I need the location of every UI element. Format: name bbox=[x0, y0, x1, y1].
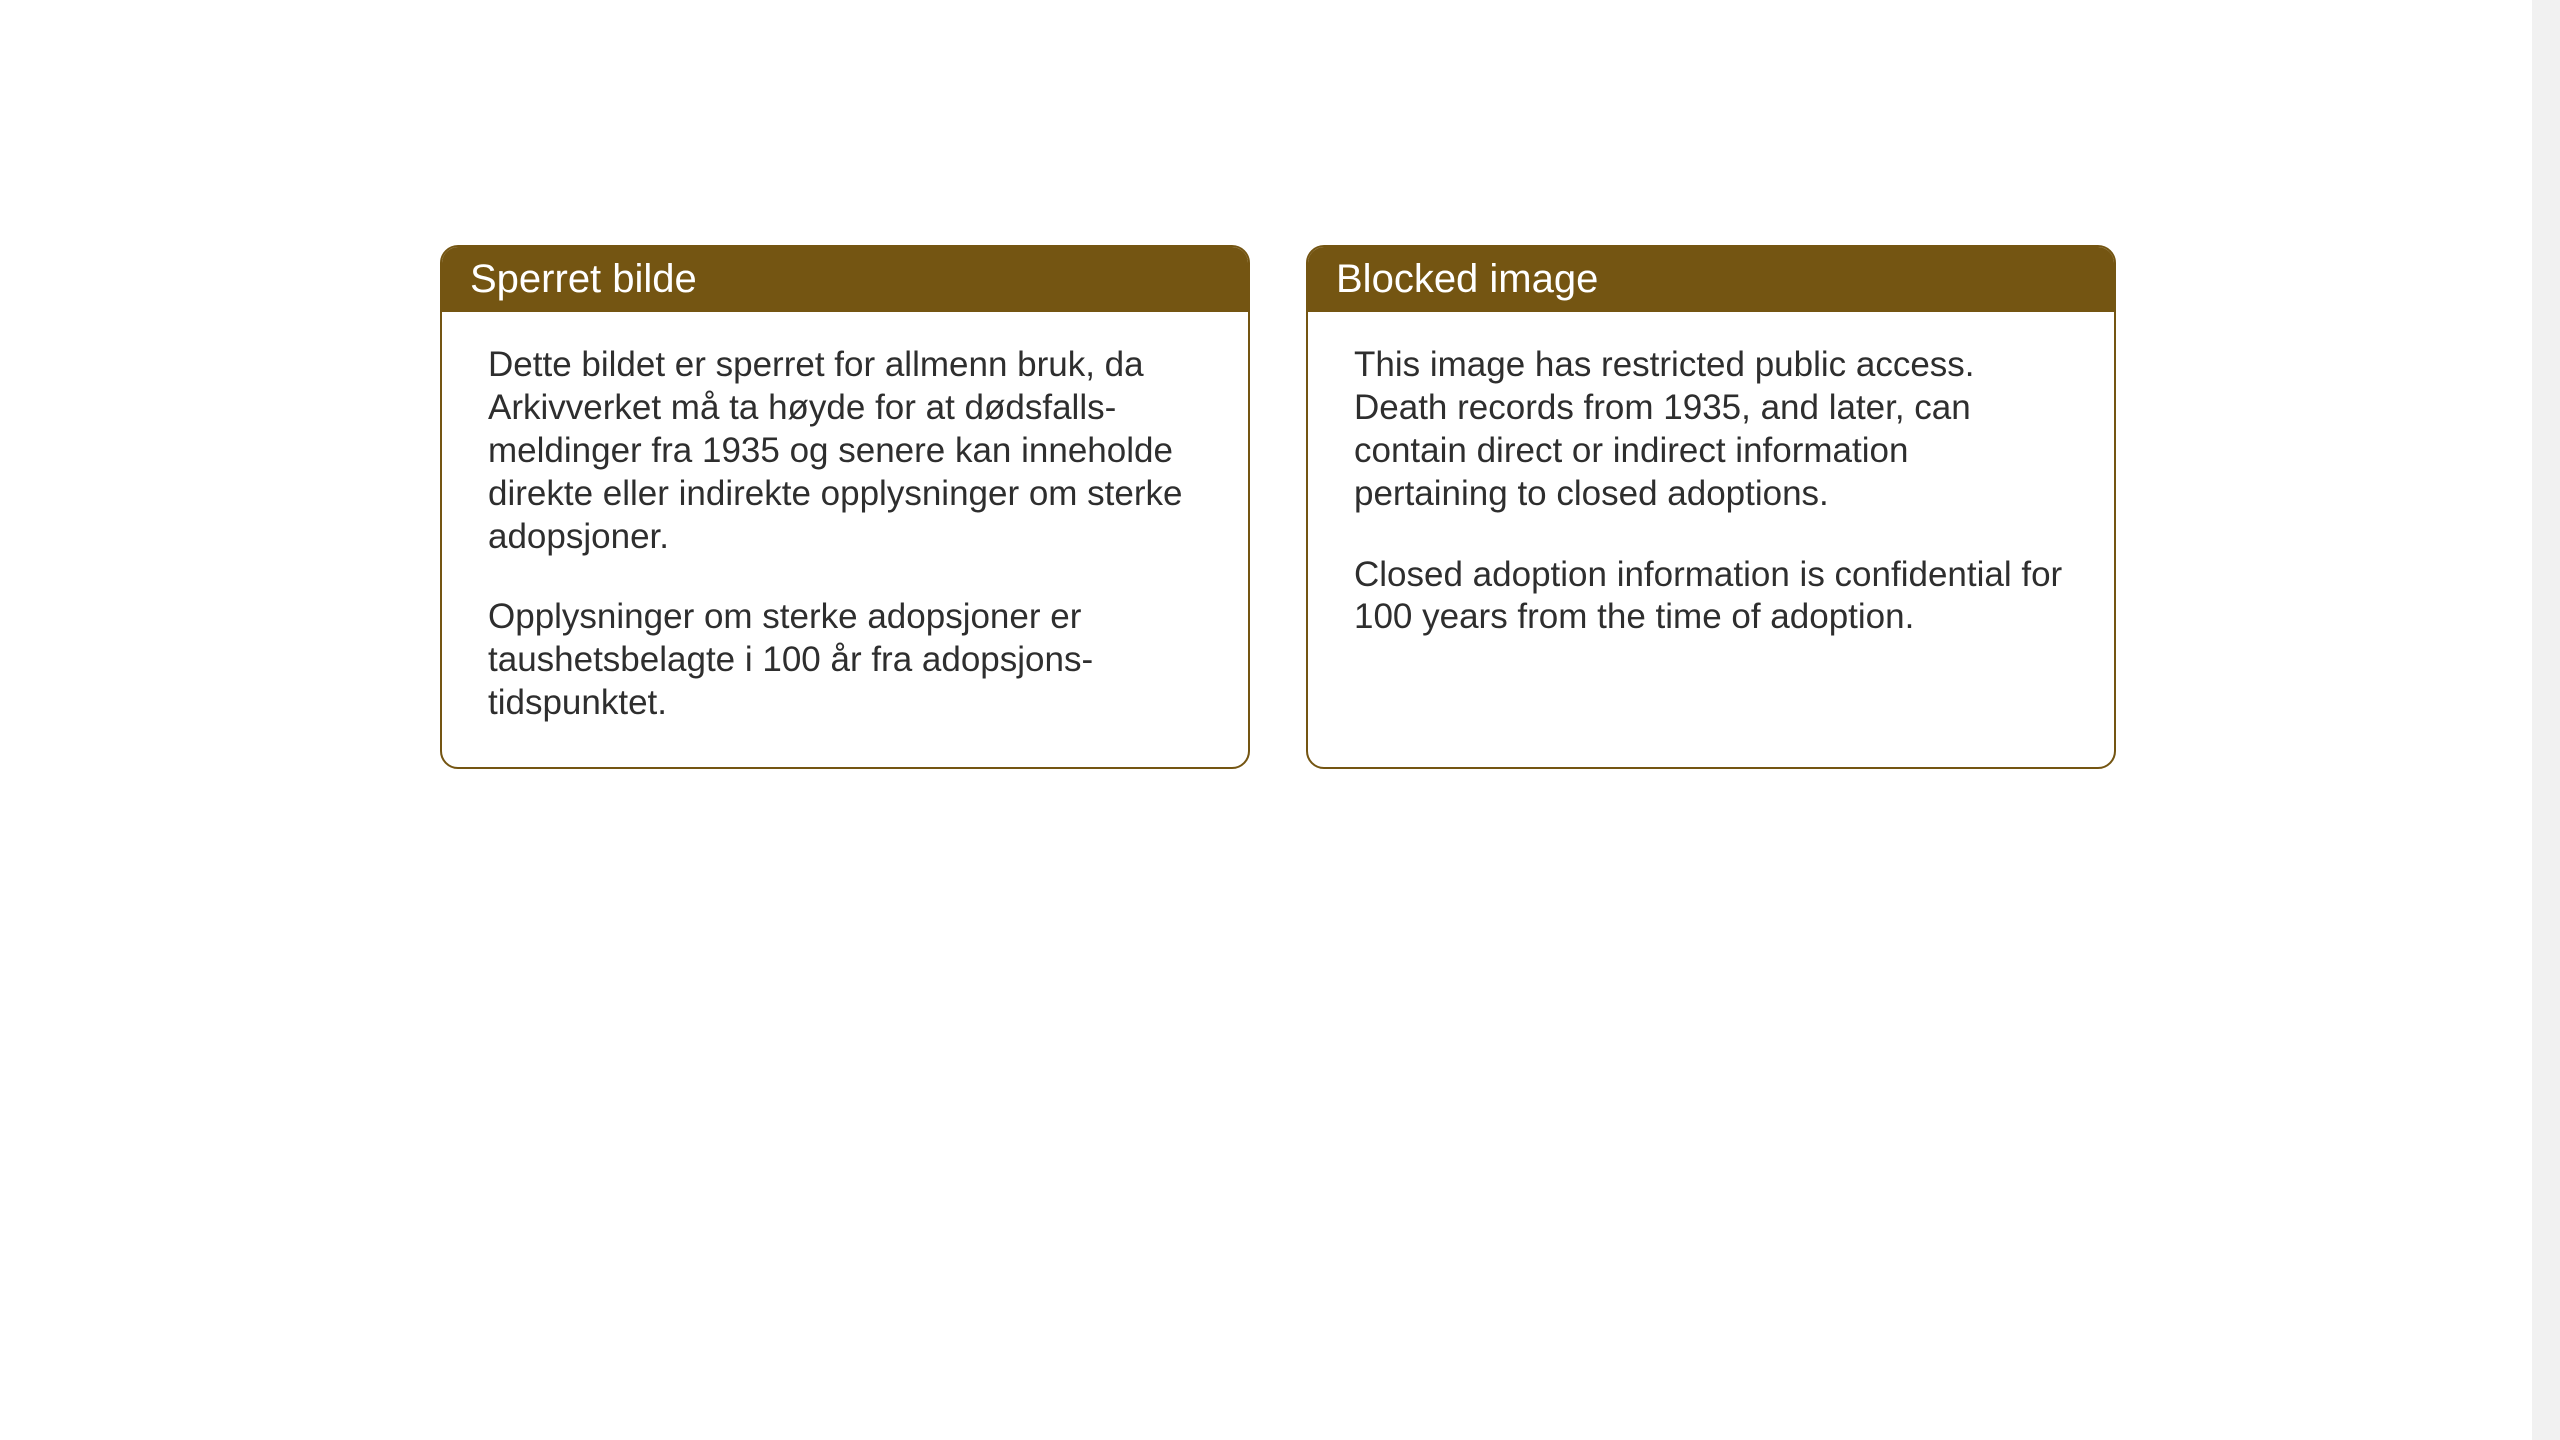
notice-container: Sperret bilde Dette bildet er sperret fo… bbox=[440, 245, 2116, 769]
paragraph-english-2: Closed adoption information is confident… bbox=[1354, 554, 2068, 640]
notice-card-english: Blocked image This image has restricted … bbox=[1306, 245, 2116, 769]
scrollbar-track[interactable] bbox=[2532, 0, 2560, 1440]
card-header-english: Blocked image bbox=[1308, 247, 2114, 312]
notice-card-norwegian: Sperret bilde Dette bildet er sperret fo… bbox=[440, 245, 1250, 769]
paragraph-english-1: This image has restricted public access.… bbox=[1354, 344, 2068, 516]
card-body-norwegian: Dette bildet er sperret for allmenn bruk… bbox=[442, 312, 1248, 767]
card-header-norwegian: Sperret bilde bbox=[442, 247, 1248, 312]
paragraph-norwegian-2: Opplysninger om sterke adopsjoner er tau… bbox=[488, 596, 1202, 725]
card-title-english: Blocked image bbox=[1336, 257, 1598, 301]
card-body-english: This image has restricted public access.… bbox=[1308, 312, 2114, 750]
paragraph-norwegian-1: Dette bildet er sperret for allmenn bruk… bbox=[488, 344, 1202, 558]
card-title-norwegian: Sperret bilde bbox=[470, 257, 697, 301]
